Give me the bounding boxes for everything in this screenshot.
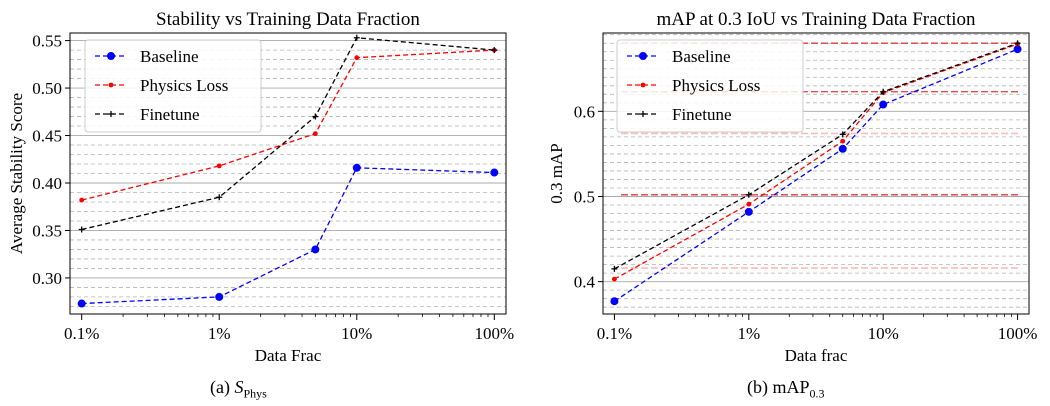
y-axis-label: 0.3 mAP	[547, 143, 566, 203]
legend-marker	[107, 52, 115, 60]
legend-entry: Baseline	[627, 47, 731, 66]
series-finetune	[78, 34, 498, 233]
legend-marker	[108, 111, 114, 117]
x-tick-label: 0.1%	[597, 324, 632, 343]
y-tick-label: 0.35	[32, 221, 62, 240]
data-point	[77, 299, 86, 308]
x-axis-label: Data frac	[785, 346, 848, 365]
data-point	[745, 191, 752, 198]
legend-entry: Physics Loss	[627, 76, 760, 95]
data-point	[216, 163, 222, 169]
x-tick-label: 100%	[998, 324, 1038, 343]
caption-a-math: S	[234, 377, 244, 397]
x-axis-label: Data Frac	[255, 346, 322, 365]
y-tick-label: 0.5	[574, 187, 595, 206]
data-point	[1014, 40, 1021, 47]
legend-entry: Baseline	[95, 47, 199, 66]
data-point	[354, 55, 360, 61]
legend-marker	[640, 82, 646, 88]
data-point	[610, 297, 619, 306]
series-physics-loss	[79, 47, 497, 203]
data-point	[311, 245, 320, 254]
y-tick-label: 0.45	[32, 127, 62, 146]
data-point	[490, 168, 499, 177]
data-point	[838, 144, 847, 153]
y-axis-label: Average Stability Score	[7, 93, 26, 254]
y-tick-label: 0.40	[32, 174, 62, 193]
legend-frame	[84, 39, 262, 133]
x-tick-label: 1%	[737, 324, 760, 343]
caption-a-label: (a)	[210, 377, 230, 397]
caption-b-sub: 0.3	[809, 386, 825, 401]
series-finetune	[611, 40, 1021, 272]
series-baseline	[610, 45, 1022, 306]
legend-marker	[639, 52, 647, 60]
legend-label: Baseline	[672, 47, 731, 66]
data-point	[611, 265, 618, 272]
y-tick-label: 0.4	[574, 273, 596, 292]
data-point	[744, 207, 753, 216]
legend: Baseline Physics Loss Finetune	[616, 39, 804, 133]
data-point	[312, 113, 319, 120]
legend-label: Baseline	[140, 47, 199, 66]
legend-marker	[108, 82, 114, 88]
series-baseline	[77, 163, 499, 308]
data-point	[79, 197, 85, 203]
grid	[70, 40, 506, 307]
legend: Baseline Physics Loss Finetune	[84, 39, 262, 133]
x-tick-label: 0.1%	[64, 324, 99, 343]
x-tick-label: 1%	[208, 324, 231, 343]
chart-map: 0.4 0.5 0.6 0.1% 1% 10% 100% mAP at 0.3 IoU vs …	[547, 9, 1037, 365]
y-tick-label: 0.6	[574, 102, 595, 121]
legend-entry: Finetune	[627, 105, 732, 124]
y-tick-label: 0.50	[32, 79, 62, 98]
caption-a-sub: Phys	[243, 386, 267, 401]
legend-label: Physics Loss	[140, 76, 228, 95]
legend-entry: Physics Loss	[95, 76, 228, 95]
data-point	[78, 226, 85, 233]
chart-title: Stability vs Training Data Fraction	[156, 9, 420, 30]
x-tick-label: 10%	[868, 324, 899, 343]
caption-a: (a) SPhys	[210, 377, 267, 402]
data-point	[840, 138, 846, 144]
legend-frame	[616, 39, 804, 133]
legend-label: Physics Loss	[672, 76, 760, 95]
data-point	[215, 292, 224, 301]
axes-frame	[602, 32, 1030, 315]
caption-b: (b) mAP0.3	[747, 377, 825, 402]
data-point	[746, 201, 752, 207]
data-point	[312, 131, 318, 137]
chart-stability: 0.30 0.35 0.40 0.45 0.50 0.55 0.1% 1% 10% 100% Sta…	[7, 9, 514, 365]
data-point	[1013, 45, 1022, 54]
legend-label: Finetune	[672, 105, 732, 124]
axes-frame	[69, 32, 507, 315]
data-point	[491, 47, 498, 54]
legend-marker	[640, 111, 646, 117]
legend-label: Finetune	[140, 105, 200, 124]
data-point	[612, 276, 617, 282]
data-point	[352, 163, 361, 172]
x-tick-label: 100%	[474, 324, 514, 343]
chart-title: mAP at 0.3 IoU vs Training Data Fraction	[656, 9, 976, 30]
data-point	[216, 194, 223, 201]
y-tick-label: 0.55	[32, 32, 62, 51]
data-point	[839, 131, 846, 138]
x-tick-label: 10%	[341, 324, 372, 343]
legend-entry: Finetune	[95, 105, 200, 124]
series-line	[81, 167, 495, 305]
data-point	[353, 34, 360, 41]
y-tick-label: 0.30	[32, 269, 62, 288]
caption-b-label: (b) mAP	[747, 377, 810, 397]
data-point	[879, 100, 888, 109]
data-point	[880, 88, 887, 95]
